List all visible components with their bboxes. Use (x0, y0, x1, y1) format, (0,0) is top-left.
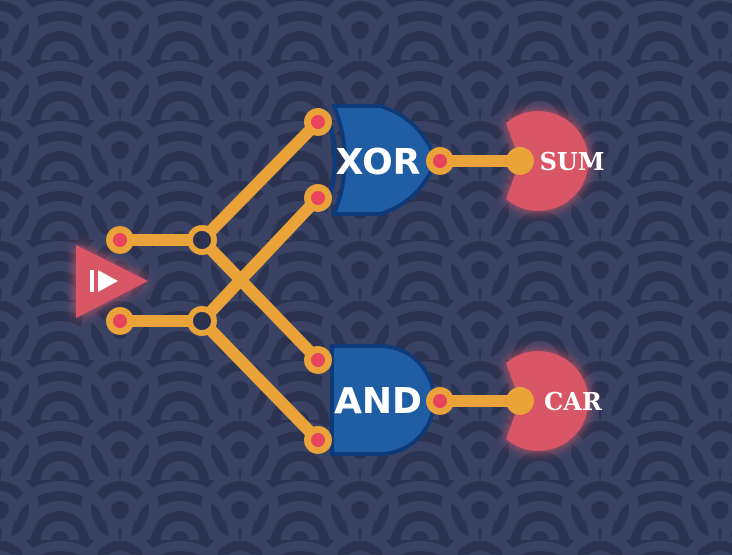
wire-b-to-xor (196, 192, 324, 327)
carry-output[interactable]: CAR (506, 350, 603, 452)
and-input-pin-1[interactable] (304, 346, 332, 374)
sum-output-body (506, 111, 589, 211)
carry-output-body (506, 350, 589, 452)
sum-output-label: SUM (540, 147, 605, 176)
xor-gate[interactable]: XOR (321, 104, 439, 216)
sum-output[interactable]: SUM (506, 111, 604, 211)
xor-input-pin-2[interactable] (304, 184, 332, 212)
play-triangle-icon (90, 270, 118, 292)
and-gate-label: AND (334, 381, 422, 422)
input-pin-a[interactable] (106, 226, 134, 254)
and-input-pin-2[interactable] (304, 426, 332, 454)
xor-output-pin[interactable] (426, 147, 454, 175)
wire-a-to-xor (196, 116, 324, 246)
carry-output-label: CAR (544, 387, 603, 416)
xor-gate-body (331, 104, 439, 216)
wire-b-to-and (196, 315, 324, 446)
xor-input-pin-1[interactable] (304, 108, 332, 136)
carry-input-pin[interactable] (506, 387, 534, 415)
wire-a-to-and (196, 234, 324, 366)
junction-a[interactable] (187, 225, 217, 255)
sum-input-pin[interactable] (506, 147, 534, 175)
and-output-pin[interactable] (426, 387, 454, 415)
and-gate[interactable]: AND (330, 344, 436, 456)
input-pin-b[interactable] (106, 307, 134, 335)
xor-gate-label: XOR (336, 142, 421, 183)
junction-b[interactable] (187, 306, 217, 336)
player-input-source[interactable] (76, 245, 148, 318)
